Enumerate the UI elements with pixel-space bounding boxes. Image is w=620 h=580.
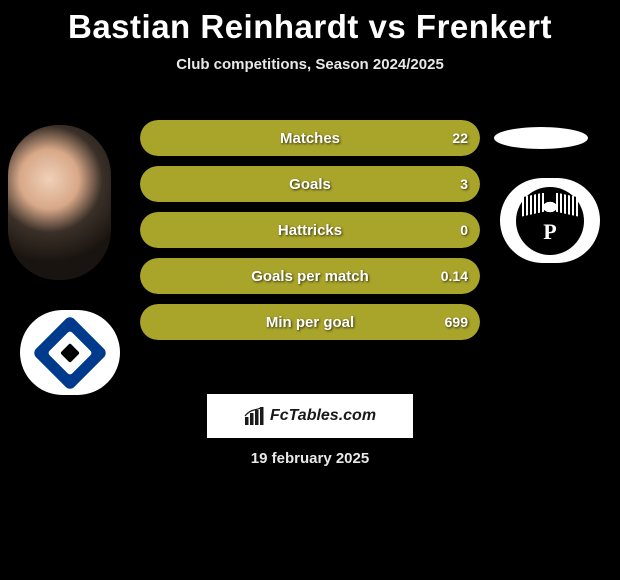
eagle-badge-icon: P xyxy=(516,187,584,255)
stat-label: Min per goal xyxy=(266,314,354,331)
subtitle: Club competitions, Season 2024/2025 xyxy=(0,56,620,73)
club-right-badge: P xyxy=(500,178,600,263)
stat-row: Goals 3 xyxy=(140,166,480,202)
stat-value-right: 0.14 xyxy=(441,268,468,284)
stat-label: Goals per match xyxy=(251,268,369,285)
player-left-avatar xyxy=(8,125,111,280)
stat-row: Goals per match 0.14 xyxy=(140,258,480,294)
stats-comparison-chart: Matches 22 Goals 3 Hattricks 0 Goals per match… xyxy=(140,120,480,350)
fctables-bars-icon xyxy=(244,407,264,425)
stat-row: Min per goal 699 xyxy=(140,304,480,340)
stat-value-right: 22 xyxy=(452,130,468,146)
stat-row: Hattricks 0 xyxy=(140,212,480,248)
stat-label: Hattricks xyxy=(278,222,342,239)
date-label: 19 february 2025 xyxy=(0,450,620,467)
stat-value-right: 0 xyxy=(460,222,468,238)
stat-value-right: 3 xyxy=(460,176,468,192)
fctables-watermark: FcTables.com xyxy=(207,394,413,438)
stat-value-right: 699 xyxy=(445,314,468,330)
club-left-badge xyxy=(20,310,120,395)
stat-label: Goals xyxy=(289,176,331,193)
player-right-avatar-placeholder xyxy=(494,127,588,149)
page-title: Bastian Reinhardt vs Frenkert xyxy=(0,0,620,46)
stat-label: Matches xyxy=(280,130,340,147)
stat-row: Matches 22 xyxy=(140,120,480,156)
fctables-label: FcTables.com xyxy=(270,407,376,425)
hsv-diamond-icon xyxy=(32,314,108,390)
